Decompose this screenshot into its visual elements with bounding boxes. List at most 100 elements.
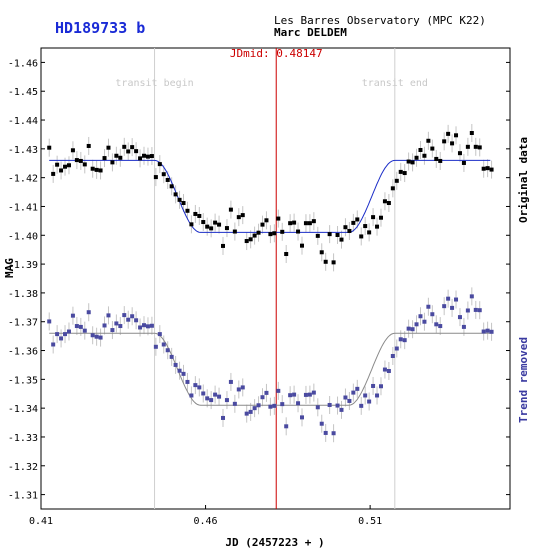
original-fit-curve: [49, 159, 491, 233]
trend-removed-data-point: [296, 401, 301, 406]
original-data-point: [209, 226, 214, 231]
original-data-point: [347, 228, 352, 233]
trend-removed-data-point: [201, 391, 206, 396]
trend-removed-data-point: [450, 305, 455, 310]
original-data-point: [114, 153, 119, 158]
original-data-point: [375, 224, 380, 229]
original-data-point: [264, 218, 269, 223]
trend-removed-data-point: [272, 403, 277, 408]
trend-removed-data-point: [173, 362, 178, 367]
trend-removed-data-point: [63, 332, 68, 337]
trend-removed-data-point: [264, 390, 269, 395]
original-data-point: [130, 145, 135, 150]
trend-removed-data-point: [78, 324, 83, 329]
trend-removed-data-point: [134, 318, 139, 323]
axes: -1.46 -1.45 -1.44 -1.43 -1.42 -1.41 -1.40 -1.39…: [8, 58, 510, 527]
original-data-point: [142, 153, 147, 158]
original-data-point: [98, 168, 103, 173]
original-data-point: [461, 160, 466, 165]
original-data-point: [169, 184, 174, 189]
y-tick-label: -1.42: [8, 174, 38, 185]
original-data-point: [359, 234, 364, 239]
original-data-point: [438, 158, 443, 163]
original-data-point: [414, 155, 419, 160]
y-tick-label: -1.34: [8, 404, 38, 415]
trend-removed-data-point: [398, 337, 403, 342]
trend-removed-data-point: [106, 313, 111, 318]
original-data-point: [473, 144, 478, 149]
trend-removed-data-point: [197, 385, 202, 390]
trend-removed-fit-curve: [49, 332, 491, 406]
original-data-point: [90, 166, 95, 171]
original-data-point: [280, 229, 285, 234]
original-data-point: [303, 221, 308, 226]
trend-removed-data-point: [177, 368, 182, 373]
original-data-point: [394, 178, 399, 183]
original-data-point: [446, 131, 451, 136]
original-data-point: [426, 138, 431, 143]
trend-removed-data-point: [446, 296, 451, 301]
original-data-point: [430, 146, 435, 151]
series-label-trend-removed: Trend removed: [517, 337, 530, 423]
original-data-point: [102, 156, 107, 161]
original-data-point: [410, 160, 415, 165]
y-tick-label: -1.44: [8, 116, 38, 127]
trend-removed-data-point: [465, 308, 470, 313]
trend-removed-data-point: [394, 346, 399, 351]
original-data-point: [94, 167, 99, 172]
original-data-point: [355, 217, 360, 222]
trend-removed-data-point: [209, 398, 214, 403]
trend-removed-data-point: [335, 403, 340, 408]
y-tick-label: -1.40: [8, 231, 38, 242]
trend-removed-data-point: [339, 407, 344, 412]
original-data-point: [327, 232, 332, 237]
trend-removed-data-point: [213, 392, 218, 397]
trend-removed-data-point: [276, 388, 281, 393]
original-data-point: [221, 243, 226, 248]
trend-removed-data-point: [457, 315, 462, 320]
original-data-point: [232, 229, 237, 234]
original-data-point: [418, 147, 423, 152]
trend-removed-data-point: [157, 332, 162, 337]
original-data-point: [252, 233, 257, 238]
trend-removed-data-point: [477, 308, 482, 313]
original-data-point: [66, 163, 71, 168]
trend-removed-data-point: [402, 338, 407, 343]
trend-removed-data-point: [489, 329, 494, 334]
original-data-point: [457, 151, 462, 156]
trend-removed-data-point: [161, 342, 166, 347]
trend-removed-data-point: [224, 398, 229, 403]
trend-removed-data-point: [303, 392, 308, 397]
trend-removed-data-point: [110, 328, 115, 333]
original-data-point: [454, 133, 459, 138]
y-axis-label: MAG: [3, 258, 16, 278]
trend-removed-data-point: [217, 394, 222, 399]
original-data-point: [288, 221, 293, 226]
trend-removed-data-point: [55, 332, 60, 337]
trend-removed-data-point: [142, 323, 147, 328]
original-data-point: [213, 220, 218, 225]
original-data-point: [481, 166, 486, 171]
trend-removed-data-point: [181, 371, 186, 376]
original-data-point: [382, 199, 387, 204]
trend-removed-data-point: [153, 344, 158, 349]
original-data-point: [193, 211, 198, 216]
trend-removed-data-point: [149, 323, 154, 328]
transit-begin-label: transit begin: [115, 78, 193, 89]
trend-removed-data-point: [461, 324, 466, 329]
series-label-original: Original data: [517, 137, 530, 223]
original-data-point: [240, 213, 245, 218]
original-data-point: [260, 222, 265, 227]
original-data-point: [153, 175, 158, 180]
trend-removed-data-point: [414, 322, 419, 327]
y-tick-label: -1.37: [8, 318, 38, 329]
original-data-point: [106, 145, 111, 150]
original-data-point: [217, 222, 222, 227]
trend-removed-data-point: [319, 421, 324, 426]
original-data-point: [189, 222, 194, 227]
trend-removed-data-point: [114, 321, 119, 326]
original-data-point: [47, 145, 52, 150]
trend-removed-data-point: [473, 307, 478, 312]
original-data-point: [386, 201, 391, 206]
original-data-point: [157, 162, 162, 167]
